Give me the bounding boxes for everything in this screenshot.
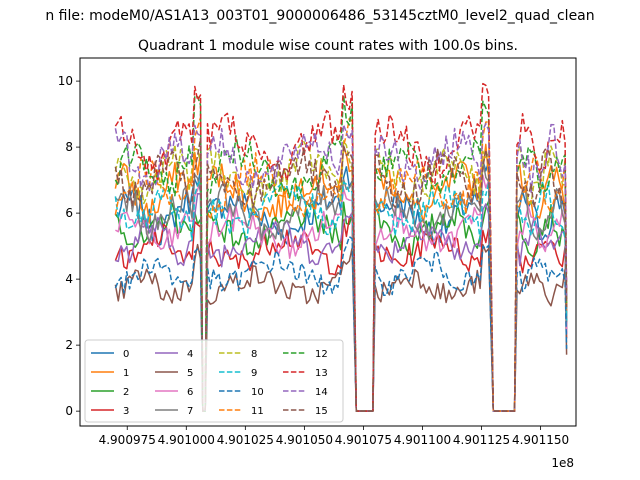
legend-label-15: 15 bbox=[315, 406, 328, 417]
series-layer bbox=[114, 82, 568, 412]
series-line-11 bbox=[114, 116, 568, 412]
x-tick-label: 4.901125 bbox=[453, 433, 510, 447]
y-tick-label: 0 bbox=[65, 404, 73, 418]
series-line-7 bbox=[114, 159, 568, 412]
y-tick-label: 8 bbox=[65, 140, 73, 154]
legend-label-1: 1 bbox=[123, 368, 129, 379]
series-line-12 bbox=[114, 94, 568, 412]
x-tick-label: 4.901025 bbox=[217, 433, 274, 447]
legend-label-0: 0 bbox=[123, 349, 129, 360]
chart-title: Quadrant 1 module wise count rates with … bbox=[138, 38, 518, 54]
series-line-8 bbox=[114, 140, 568, 412]
series-line-4 bbox=[115, 193, 568, 412]
x-tick-label: 4.901100 bbox=[394, 433, 451, 447]
series-line-10 bbox=[114, 235, 568, 412]
legend-label-6: 6 bbox=[187, 387, 193, 398]
x-tick-label: 4.901075 bbox=[335, 433, 392, 447]
legend-frame bbox=[84, 339, 344, 423]
legend-label-13: 13 bbox=[315, 368, 328, 379]
legend-label-9: 9 bbox=[251, 368, 257, 379]
x-tick-label: 4.901150 bbox=[512, 433, 569, 447]
figure-suptitle: n file: modeM0/AS1A13_003T01_9000006486_… bbox=[45, 8, 594, 24]
y-tick-label: 10 bbox=[58, 74, 73, 88]
legend-label-2: 2 bbox=[123, 387, 129, 398]
legend-label-5: 5 bbox=[187, 368, 193, 379]
x-offset-label: 1e8 bbox=[551, 456, 574, 470]
y-tick-label: 2 bbox=[65, 338, 73, 352]
x-axis-ticks: 4.900975 4.901000 4.901025 4.901050 4.901075… bbox=[99, 426, 569, 447]
legend-label-7: 7 bbox=[187, 406, 193, 417]
legend-label-3: 3 bbox=[123, 406, 129, 417]
series-line-15 bbox=[114, 137, 568, 412]
y-axis-ticks: 0 2 4 6 8 10 bbox=[58, 74, 80, 418]
series-line-14 bbox=[114, 122, 568, 412]
legend-label-8: 8 bbox=[251, 349, 257, 360]
legend-label-10: 10 bbox=[251, 387, 264, 398]
legend-label-4: 4 bbox=[187, 349, 193, 360]
legend-label-12: 12 bbox=[315, 349, 328, 360]
y-tick-label: 6 bbox=[65, 206, 73, 220]
legend-label-14: 14 bbox=[315, 387, 328, 398]
series-line-9 bbox=[114, 178, 568, 412]
y-tick-label: 4 bbox=[65, 272, 73, 286]
x-tick-label: 4.901050 bbox=[276, 433, 333, 447]
plot-frame bbox=[79, 57, 577, 427]
x-tick-label: 4.900975 bbox=[99, 433, 156, 447]
x-tick-label: 4.901000 bbox=[158, 433, 215, 447]
legend-label-11: 11 bbox=[251, 406, 264, 417]
series-line-13 bbox=[114, 82, 568, 412]
